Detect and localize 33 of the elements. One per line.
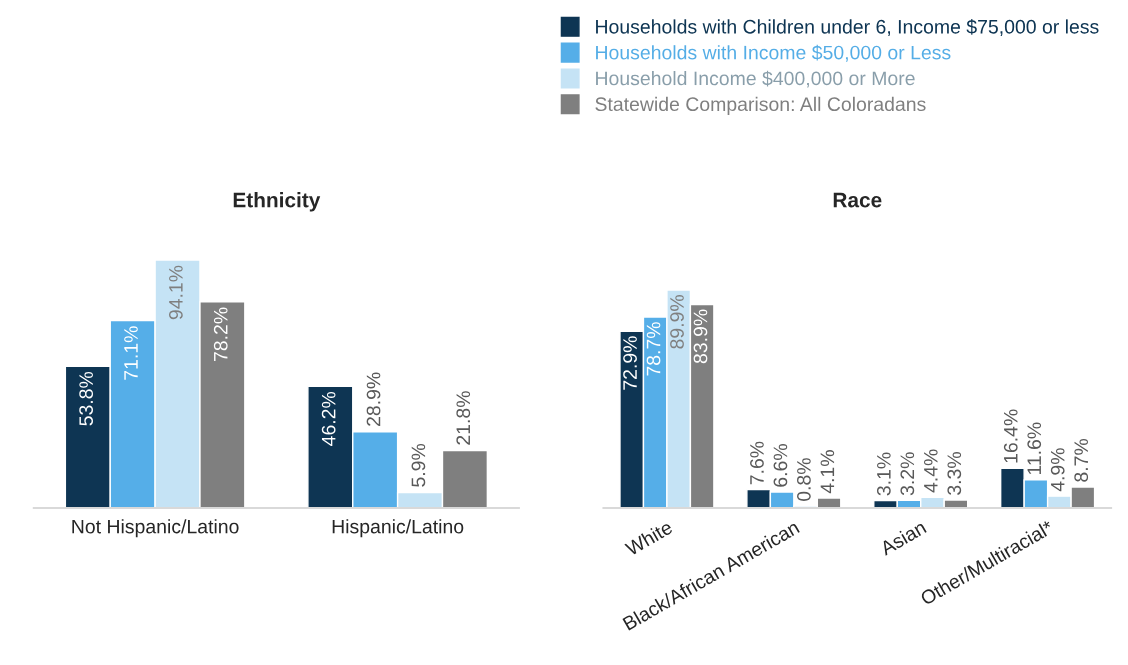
data-label: 3.1% bbox=[876, 452, 891, 496]
chart-title: Ethnicity bbox=[233, 192, 321, 212]
legend-label: Household Income $400,000 or More bbox=[596, 70, 915, 88]
data-label: 4.9% bbox=[1050, 448, 1065, 492]
data-label: 3.2% bbox=[900, 452, 915, 496]
data-label: 7.6% bbox=[750, 441, 764, 485]
data-label: 0.8% bbox=[797, 458, 811, 501]
legend-label: Households with Income $50,000 or Less bbox=[596, 44, 951, 62]
data-label: 46.2% bbox=[321, 391, 336, 446]
data-label: 3.3% bbox=[947, 452, 962, 495]
data-label: 71.1% bbox=[124, 326, 138, 380]
data-label: 4.4% bbox=[924, 449, 938, 493]
data-label: 28.9% bbox=[366, 372, 381, 426]
data-label: 72.9% bbox=[623, 336, 637, 390]
data-label: 21.8% bbox=[456, 391, 471, 445]
data-label: 6.6% bbox=[773, 444, 788, 487]
data-label: 5.9% bbox=[411, 443, 426, 487]
data-label: 16.4% bbox=[1003, 409, 1018, 463]
x-tick-label: White bbox=[623, 519, 674, 557]
data-label: 8.7% bbox=[1074, 438, 1089, 482]
data-label: 78.2% bbox=[213, 307, 228, 362]
data-label: 83.9% bbox=[693, 309, 708, 364]
chart-title: Race bbox=[833, 192, 882, 208]
legend-label: Statewide Comparison: All Coloradans bbox=[595, 96, 926, 115]
data-label: 89.9% bbox=[670, 294, 684, 349]
data-label: 4.1% bbox=[820, 450, 835, 494]
x-tick-label: Not Hispanic/Latino bbox=[72, 519, 239, 538]
data-label: 53.8% bbox=[79, 371, 94, 426]
data-label: 11.6% bbox=[1027, 422, 1042, 475]
legend-label: Households with Children under 6, Income $75,000 or less bbox=[596, 19, 1099, 36]
x-tick-label: Hispanic/Latino bbox=[332, 519, 464, 538]
data-label: 94.1% bbox=[168, 265, 183, 320]
data-label: 78.7% bbox=[646, 322, 661, 376]
